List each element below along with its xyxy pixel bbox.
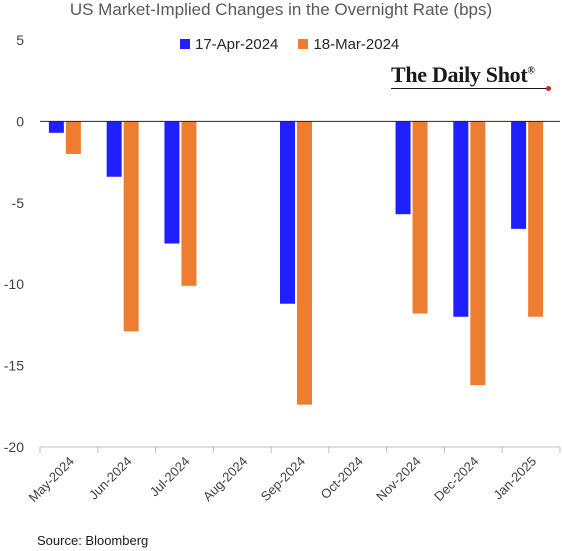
brand-registered-mark: ® xyxy=(527,65,535,77)
bar-series-1 xyxy=(48,121,64,133)
x-tick-label: May-2024 xyxy=(26,454,77,505)
bar-series-2 xyxy=(123,121,139,332)
brand-logo: The Daily Shot® xyxy=(391,62,535,88)
brand-name: The Daily Shot xyxy=(391,62,528,87)
bar-series-2 xyxy=(412,121,428,314)
x-tick-label: Dec-2024 xyxy=(431,454,481,504)
y-tick-label: -15 xyxy=(4,358,24,374)
source-note: Source: Bloomberg xyxy=(37,533,149,548)
legend-item-series-1: 17-Apr-2024 xyxy=(180,36,278,53)
bar-series-1 xyxy=(395,121,411,215)
legend-label-series-1: 17-Apr-2024 xyxy=(195,35,279,53)
bar-series-1 xyxy=(106,121,122,177)
legend-swatch-series-2 xyxy=(298,39,309,49)
chart-title: US Market-Implied Changes in the Overnig… xyxy=(69,0,493,19)
bar-series-1 xyxy=(280,121,295,304)
legend-label-series-2: 18-Mar-2024 xyxy=(313,35,400,53)
x-tick-label: Sep-2024 xyxy=(258,454,308,504)
brand-dot xyxy=(546,86,551,91)
y-tick-label: -10 xyxy=(4,276,24,292)
bar-series-2 xyxy=(297,121,312,405)
x-tick-label: Aug-2024 xyxy=(200,454,250,504)
y-tick-label: 5 xyxy=(16,32,24,48)
bar-series-1 xyxy=(164,121,180,244)
bar-series-1 xyxy=(511,121,527,229)
bar-series-2 xyxy=(65,121,81,154)
legend-item-series-2: 18-Mar-2024 xyxy=(298,36,399,53)
legend: 17-Apr-2024 18-Mar-2024 xyxy=(180,35,419,53)
x-tick-label: Oct-2024 xyxy=(317,454,365,502)
y-tick-label: -20 xyxy=(4,439,24,455)
bar-series-2 xyxy=(181,121,197,286)
brand-underline xyxy=(391,88,551,89)
bar-series-2 xyxy=(470,121,486,386)
x-tick-label: Jul-2024 xyxy=(147,454,193,500)
legend-swatch-series-1 xyxy=(180,39,190,49)
y-tick-label: 0 xyxy=(16,113,24,129)
y-tick-label: -5 xyxy=(12,195,25,211)
bar-series-2 xyxy=(528,121,544,317)
x-tick-label: Nov-2024 xyxy=(373,454,423,504)
x-tick-label: Jun-2024 xyxy=(86,454,135,503)
bar-series-1 xyxy=(453,121,469,317)
x-tick-label: Jan-2025 xyxy=(490,454,539,503)
